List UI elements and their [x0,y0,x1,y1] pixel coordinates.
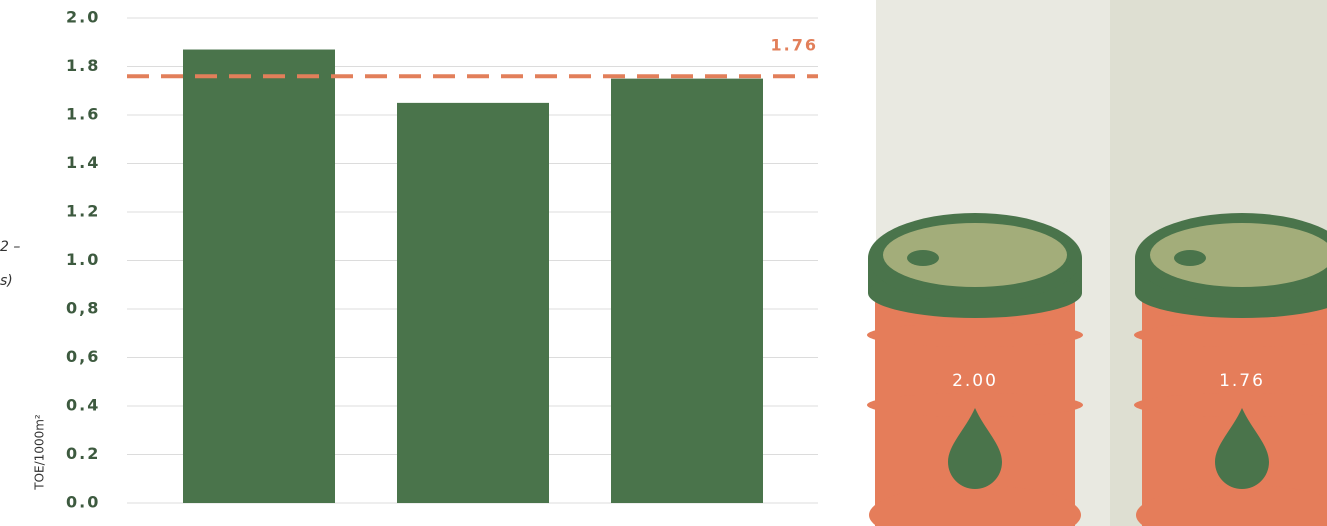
bar [611,78,763,503]
y-tick-label: 0,6 [66,347,100,366]
y-tick-label: 0,8 [66,299,100,318]
plot: 0.0 0.2 0.4 0,6 0,8 1.0 1.2 1.4 1.6 1.8 2.0 1.76 [66,8,818,512]
barrel: 2.00 [867,213,1083,526]
y-tick-label: 1.6 [66,105,100,124]
annotation: 2 – [0,239,20,255]
y-tick-label: 2.0 [66,8,100,27]
barrel-label: 1.76 [1219,371,1265,391]
y-tick-label: 0.4 [66,396,100,415]
annotation: s) [0,273,13,289]
y-tick-label: 1.8 [66,56,100,75]
y-tick-label: 0.2 [66,444,100,463]
bar [397,102,549,503]
y-tick-label: 1.4 [66,153,100,172]
reference-label: 1.76 [771,36,818,55]
y-axis-label: TOE/1000m² [33,414,47,491]
y-tick-label: 1.2 [66,202,100,221]
barrel: 1.76 [1134,213,1327,526]
y-tick-label: 0.0 [66,493,100,512]
barrel-label: 2.00 [952,371,998,391]
bar [183,49,335,504]
y-tick-label: 1.0 [66,250,100,269]
